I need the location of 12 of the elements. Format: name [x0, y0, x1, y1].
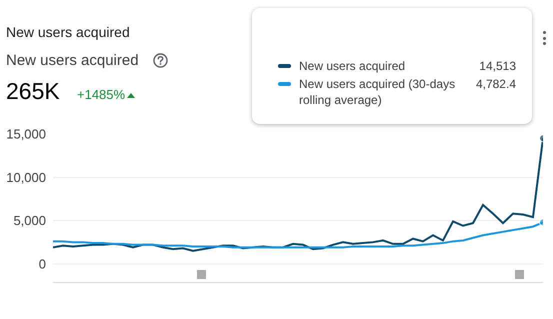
legend-label: New users acquired: [299, 58, 406, 74]
text: 265K: [6, 78, 60, 105]
text: +1485%: [77, 87, 126, 102]
text: 4,782.4: [476, 76, 516, 93]
y-tick-label: 10,000: [6, 170, 46, 185]
text: 14,513: [479, 58, 516, 74]
legend-label: New users acquired (30-days rolling average): [299, 76, 456, 108]
chart-subtitle: New users acquired: [6, 52, 139, 69]
chart-title: New users acquired: [6, 24, 130, 40]
y-tick-label: 0: [38, 256, 46, 272]
y-tick-label: 15,000: [6, 126, 46, 142]
y-tick-label: 5,000: [13, 213, 46, 228]
